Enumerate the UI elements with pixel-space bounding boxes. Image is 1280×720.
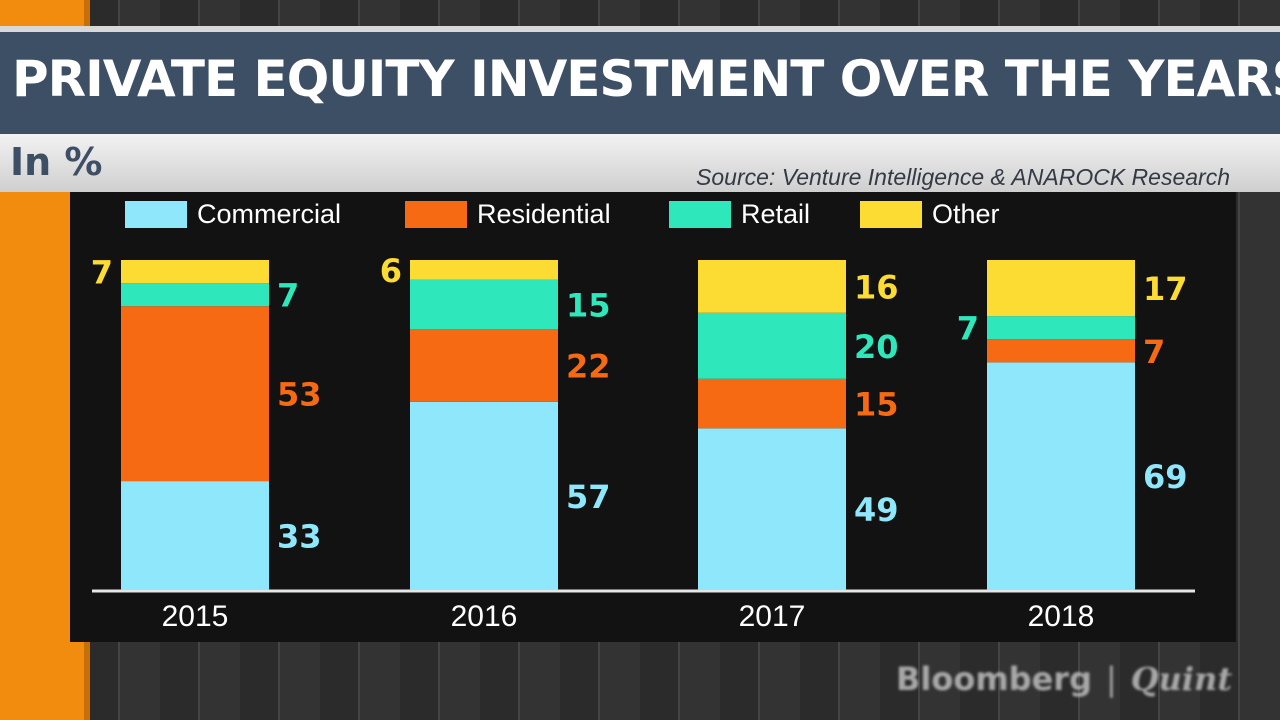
x-tick-label-2015: 2015 [162, 600, 229, 633]
data-label-2015-other: 7 [91, 254, 113, 292]
brand-name: Bloomberg [896, 660, 1092, 698]
bar-2017-other [698, 260, 846, 313]
brand-suffix: Quint [1130, 660, 1233, 698]
data-label-2016-other: 6 [380, 252, 402, 290]
data-label-2015-retail: 7 [277, 277, 299, 315]
data-label-2018-commercial: 69 [1143, 458, 1188, 496]
data-label-2017-other: 16 [854, 268, 899, 306]
title-band [0, 32, 1280, 134]
source-note: Source: Venture Intelligence & ANAROCK R… [696, 164, 1230, 190]
x-tick-label-2017: 2017 [739, 600, 806, 633]
bar-2016-residential [410, 329, 558, 402]
bar-2015-other [121, 260, 269, 284]
bar-2016-other [410, 260, 558, 280]
bar-2017-residential [698, 378, 846, 429]
legend-swatch-other [860, 201, 922, 228]
legend-label-retail: Retail [741, 199, 811, 229]
bar-2016-retail [410, 279, 558, 330]
legend-label-commercial: Commercial [197, 199, 342, 229]
legend-swatch-commercial [125, 201, 187, 228]
bar-2017-retail [698, 312, 846, 379]
bar-2015-commercial [121, 481, 269, 590]
units-label: In % [10, 140, 103, 184]
data-label-2017-commercial: 49 [854, 491, 899, 529]
data-label-2017-residential: 15 [854, 386, 899, 424]
bar-2018-commercial [987, 362, 1135, 590]
legend-label-residential: Residential [477, 199, 611, 229]
bar-2015-residential [121, 306, 269, 482]
x-tick-label-2018: 2018 [1028, 600, 1095, 633]
bar-2016-commercial [410, 401, 558, 590]
data-label-2018-residential: 7 [1143, 333, 1165, 371]
chart-title: PRIVATE EQUITY INVESTMENT OVER THE YEARS [12, 50, 1280, 108]
data-label-2016-commercial: 57 [566, 478, 611, 516]
x-tick-label-2016: 2016 [451, 600, 518, 633]
bar-2015-retail [121, 283, 269, 307]
legend-swatch-retail [669, 201, 731, 228]
bar-2018-retail [987, 316, 1135, 340]
data-label-2017-retail: 20 [854, 328, 899, 366]
data-label-2016-residential: 22 [566, 348, 611, 386]
subtitle-band [0, 134, 1280, 192]
brand-separator: | [1105, 660, 1117, 698]
data-label-2016-retail: 15 [566, 287, 611, 325]
legend-swatch-residential [405, 201, 467, 228]
data-label-2015-residential: 53 [277, 376, 322, 414]
data-label-2018-retail: 7 [957, 310, 979, 348]
bar-2018-other [987, 260, 1135, 317]
bar-2018-residential [987, 339, 1135, 363]
top-divider [0, 26, 1280, 32]
data-label-2015-commercial: 33 [277, 518, 322, 556]
brand-logo: Bloomberg | Quint [896, 660, 1232, 698]
legend-label-other: Other [932, 199, 1000, 229]
data-label-2018-other: 17 [1143, 270, 1188, 308]
bar-2017-commercial [698, 428, 846, 590]
